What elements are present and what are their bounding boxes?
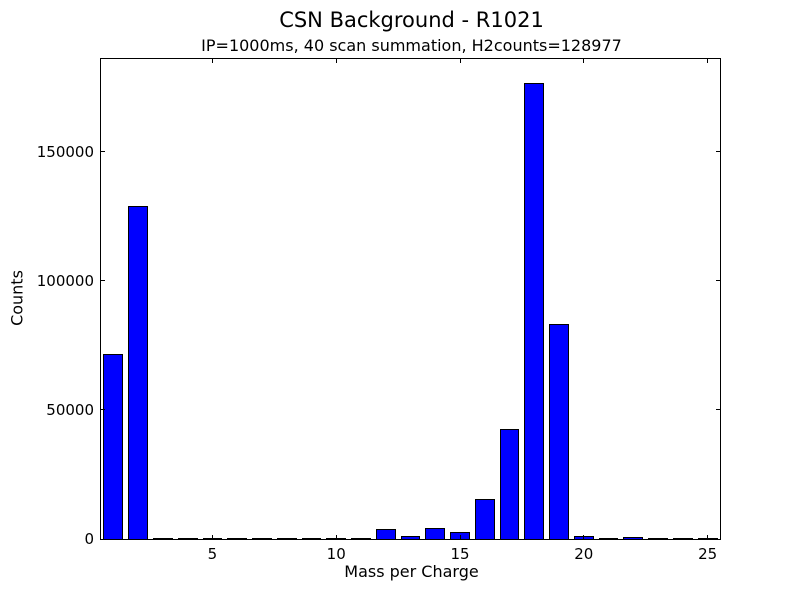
y-tick-label: 100000 (36, 271, 94, 290)
chart-subtitle: IP=1000ms, 40 scan summation, H2counts=1… (201, 36, 622, 55)
x-tick-mark (583, 59, 585, 63)
bar-mass-13 (400, 536, 421, 539)
bar-mass-21 (598, 538, 619, 539)
bar-mass-24 (672, 538, 693, 539)
bar-mass-19 (549, 323, 569, 539)
x-tick-label: 15 (450, 545, 470, 563)
y-tick-label: 0 (84, 530, 94, 548)
x-tick-label: 5 (207, 545, 218, 563)
bar-mass-11 (351, 538, 371, 539)
x-tick-mark (211, 59, 213, 63)
y-tick-label: 150000 (36, 142, 94, 161)
x-tick-mark (459, 59, 461, 63)
bar-mass-22 (623, 536, 644, 539)
x-tick-mark (583, 535, 585, 539)
x-tick-label: 10 (326, 545, 346, 563)
bar-mass-4 (177, 538, 198, 539)
x-tick-mark (335, 535, 337, 539)
bar-mass-1 (103, 353, 124, 539)
x-tick-mark (707, 535, 709, 539)
y-tick-label: 50000 (46, 400, 94, 419)
bar-mass-3 (152, 538, 173, 539)
x-tick-label: 20 (574, 545, 594, 563)
y-tick-mark (101, 151, 105, 153)
bar-mass-23 (648, 538, 668, 539)
x-axis-label: Mass per Charge (344, 562, 479, 581)
bar-mass-17 (499, 429, 520, 539)
bar-mass-18 (524, 82, 545, 539)
x-tick-mark (335, 59, 337, 63)
y-tick-mark (716, 538, 720, 540)
x-tick-mark (459, 535, 461, 539)
bar-mass-6 (227, 538, 248, 539)
y-tick-mark (101, 280, 105, 282)
chart-title: CSN Background - R1021 (279, 8, 544, 32)
y-tick-mark (716, 151, 720, 153)
bar-mass-2 (128, 206, 149, 539)
bar-mass-8 (276, 538, 297, 539)
x-tick-mark (211, 535, 213, 539)
bar-mass-7 (252, 538, 272, 539)
bar-mass-16 (474, 499, 495, 539)
y-tick-mark (716, 409, 720, 411)
y-tick-mark (101, 538, 105, 540)
bar-mass-14 (425, 527, 446, 539)
bar-mass-12 (375, 529, 396, 539)
plot-area (100, 58, 721, 540)
y-tick-mark (101, 409, 105, 411)
y-tick-mark (716, 280, 720, 282)
bar-mass-9 (301, 538, 322, 539)
x-tick-mark (707, 59, 709, 63)
x-tick-label: 25 (698, 545, 718, 563)
